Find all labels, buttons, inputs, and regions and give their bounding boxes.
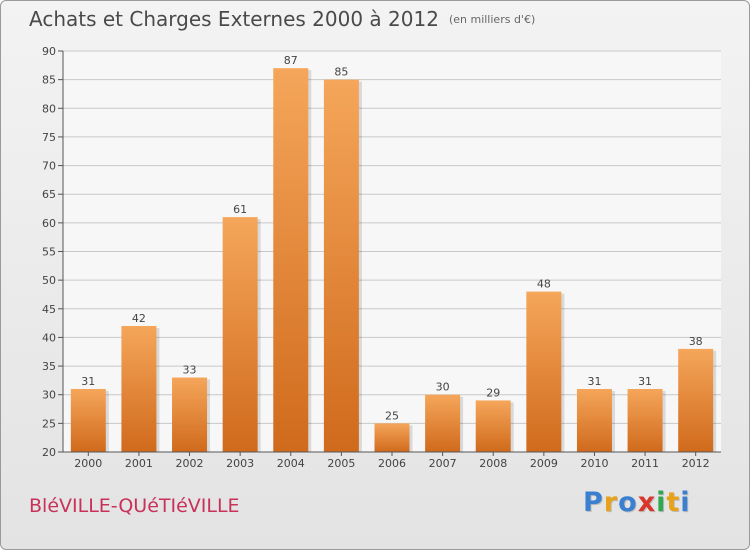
x-tick-label: 2008 <box>479 457 507 470</box>
y-tick-label: 60 <box>42 217 56 230</box>
x-tick-label: 2011 <box>631 457 659 470</box>
logo-letter: P <box>583 487 604 518</box>
bar-2002 <box>172 377 208 452</box>
x-tick-label: 2006 <box>378 457 406 470</box>
y-tick-label: 85 <box>42 74 56 87</box>
y-tick-label: 90 <box>42 45 56 58</box>
x-tick-label: 2005 <box>327 457 355 470</box>
bar-2007 <box>425 394 461 452</box>
data-label: 42 <box>132 312 146 325</box>
data-label: 87 <box>284 54 298 67</box>
logo-letter: t <box>666 487 681 518</box>
data-label: 85 <box>334 66 348 79</box>
y-tick-label: 30 <box>42 389 56 402</box>
bar-2004 <box>273 68 309 452</box>
chart-title: Achats et Charges Externes 2000 à 2012 (e… <box>29 7 535 31</box>
data-label: 31 <box>81 375 95 388</box>
axes <box>58 50 721 456</box>
bar-2011 <box>627 388 663 452</box>
grid-lines <box>63 50 721 453</box>
y-tick-label: 80 <box>42 102 56 115</box>
logo-letter: x <box>637 487 657 518</box>
bar-2003 <box>222 217 258 452</box>
bar-2000 <box>70 388 106 452</box>
bar-2009 <box>526 291 562 452</box>
logo-letter: i <box>656 487 667 518</box>
x-tick-label: 2012 <box>682 457 710 470</box>
data-label: 48 <box>537 278 551 291</box>
bar-2010 <box>576 388 612 452</box>
y-tick-label: 35 <box>42 360 56 373</box>
chart-subtitle: (en milliers d'€) <box>448 13 536 26</box>
logo-letter: o <box>618 487 638 518</box>
labels: 20 25 30 35 40 45 50 55 60 65 70 75 80 85 90 31 2000 42 20… <box>42 45 710 470</box>
y-tick-label: 20 <box>42 446 56 459</box>
bar-2008 <box>475 400 511 452</box>
data-label: 33 <box>183 364 197 377</box>
chart-title-text: Achats et Charges Externes 2000 à 2012 <box>29 7 439 31</box>
logo-letter: i <box>680 487 691 518</box>
y-tick-label: 70 <box>42 160 56 173</box>
x-tick-label: 2009 <box>530 457 558 470</box>
data-label: 31 <box>587 375 601 388</box>
y-tick-label: 65 <box>42 188 56 201</box>
logo-letter: r <box>603 487 619 518</box>
x-tick-label: 2007 <box>429 457 457 470</box>
bars <box>70 68 717 453</box>
data-label: 31 <box>638 375 652 388</box>
x-tick-label: 2002 <box>176 457 204 470</box>
data-label: 38 <box>689 335 703 348</box>
y-tick-label: 50 <box>42 274 56 287</box>
x-tick-label: 2004 <box>277 457 305 470</box>
commune-name: BléVILLE-QUéTIéVILLE <box>29 495 240 517</box>
y-tick-label: 55 <box>42 246 56 259</box>
y-tick-label: 75 <box>42 131 56 144</box>
proxiti-logo: Proxiti <box>583 487 691 518</box>
bar-2012 <box>678 348 714 452</box>
x-tick-label: 2000 <box>74 457 102 470</box>
data-label: 30 <box>436 381 450 394</box>
bar-2001 <box>121 325 157 452</box>
x-tick-label: 2010 <box>580 457 608 470</box>
data-label: 61 <box>233 203 247 216</box>
bar-2006 <box>374 423 410 452</box>
y-tick-label: 40 <box>42 331 56 344</box>
y-tick-label: 25 <box>42 417 56 430</box>
x-tick-label: 2003 <box>226 457 254 470</box>
bar-2005 <box>323 79 359 453</box>
data-label: 29 <box>486 386 500 399</box>
x-tick-label: 2001 <box>125 457 153 470</box>
data-label: 25 <box>385 409 399 422</box>
y-tick-label: 45 <box>42 303 56 316</box>
